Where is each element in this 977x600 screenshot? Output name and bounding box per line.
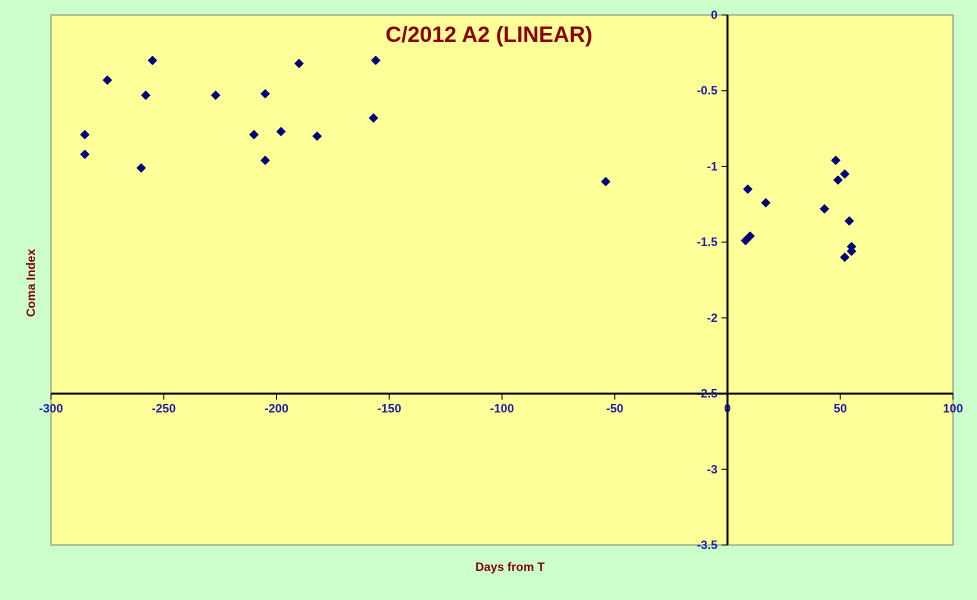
data-point-diamond: [846, 246, 857, 257]
x-tick-label: -250: [152, 402, 176, 416]
y-tick-label: -3.5: [697, 538, 718, 552]
data-point-diamond: [79, 149, 90, 160]
data-point-diamond: [368, 113, 379, 123]
data-point-diamond: [742, 184, 753, 194]
data-point-diamond: [210, 90, 221, 101]
y-axis-title: Coma Index: [24, 249, 38, 317]
x-tick-label: -300: [39, 402, 63, 416]
chart-title: C/2012 A2 (LINEAR): [385, 22, 592, 47]
data-point-diamond: [294, 58, 304, 69]
data-point-diamond: [819, 203, 830, 214]
data-points: [79, 55, 857, 263]
y-tick-label: -2.5: [697, 387, 718, 401]
axes: -300 -250 -200 -150 -100 -50 0 50 100 0 -0.5 -1 -1.5…: [39, 8, 963, 552]
y-tick-label: -1: [707, 159, 718, 173]
x-tick-label: -50: [606, 402, 624, 416]
plot-area: [50, 14, 954, 546]
x-tick-label: -200: [264, 402, 288, 416]
x-tick-label: 0: [724, 402, 731, 416]
data-point-diamond: [249, 129, 259, 140]
y-tick-label: -0.5: [697, 84, 718, 98]
data-point-diamond: [260, 155, 271, 166]
data-point-diamond: [147, 55, 158, 66]
data-point-diamond: [79, 129, 90, 140]
y-tick-label: -1.5: [697, 235, 718, 249]
data-point-diamond: [140, 90, 151, 101]
data-point-diamond: [370, 55, 381, 66]
data-point-diamond: [844, 216, 855, 226]
data-point-diamond: [830, 155, 841, 166]
y-tick-label: -3: [707, 462, 718, 476]
data-point-diamond: [102, 75, 113, 85]
data-point-diamond: [260, 88, 271, 99]
data-point-diamond: [839, 252, 850, 263]
data-point-diamond: [276, 126, 286, 137]
data-point-diamond: [833, 175, 843, 185]
x-axis-title: Days from T: [475, 560, 545, 574]
x-tick-label: 50: [834, 402, 848, 416]
data-point-diamond: [600, 176, 611, 187]
data-point-diamond: [136, 163, 147, 173]
y-tick-label: -2: [707, 311, 718, 325]
data-point-diamond: [760, 197, 771, 208]
data-point-diamond: [312, 131, 322, 141]
data-point-diamond: [839, 169, 850, 179]
x-tick-label: 100: [943, 402, 963, 416]
x-tick-label: -150: [377, 402, 401, 416]
data-point-diamond: [745, 231, 755, 241]
y-tick-label: 0: [711, 8, 718, 22]
x-tick-label: -100: [490, 402, 514, 416]
